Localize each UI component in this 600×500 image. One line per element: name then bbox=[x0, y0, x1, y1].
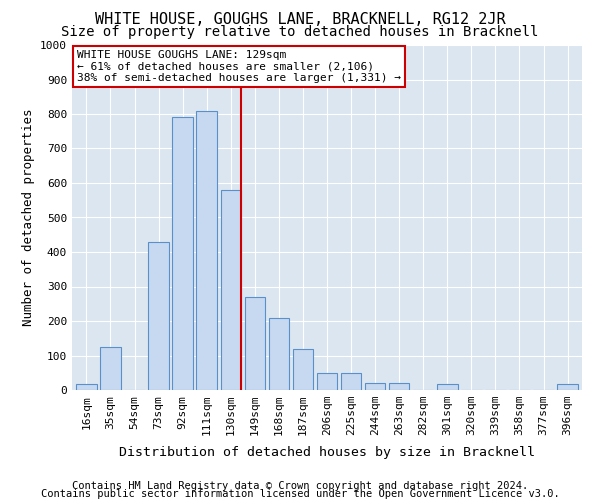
Bar bbox=[196, 110, 217, 390]
Bar bbox=[557, 384, 578, 390]
Text: Contains HM Land Registry data © Crown copyright and database right 2024.: Contains HM Land Registry data © Crown c… bbox=[72, 481, 528, 491]
Text: Size of property relative to detached houses in Bracknell: Size of property relative to detached ho… bbox=[61, 25, 539, 39]
Bar bbox=[437, 384, 458, 390]
Bar bbox=[148, 242, 169, 390]
Y-axis label: Number of detached properties: Number of detached properties bbox=[22, 109, 35, 326]
Text: WHITE HOUSE GOUGHS LANE: 129sqm
← 61% of detached houses are smaller (2,106)
38%: WHITE HOUSE GOUGHS LANE: 129sqm ← 61% of… bbox=[77, 50, 401, 84]
Bar bbox=[245, 297, 265, 390]
Bar bbox=[172, 118, 193, 390]
Bar bbox=[293, 348, 313, 390]
Bar bbox=[221, 190, 241, 390]
Bar bbox=[76, 384, 97, 390]
Bar bbox=[389, 383, 409, 390]
Text: Contains public sector information licensed under the Open Government Licence v3: Contains public sector information licen… bbox=[41, 489, 559, 499]
Bar bbox=[100, 347, 121, 390]
Bar bbox=[365, 383, 385, 390]
Bar bbox=[269, 318, 289, 390]
X-axis label: Distribution of detached houses by size in Bracknell: Distribution of detached houses by size … bbox=[119, 446, 535, 460]
Bar bbox=[317, 373, 337, 390]
Bar bbox=[341, 373, 361, 390]
Text: WHITE HOUSE, GOUGHS LANE, BRACKNELL, RG12 2JR: WHITE HOUSE, GOUGHS LANE, BRACKNELL, RG1… bbox=[95, 12, 505, 28]
